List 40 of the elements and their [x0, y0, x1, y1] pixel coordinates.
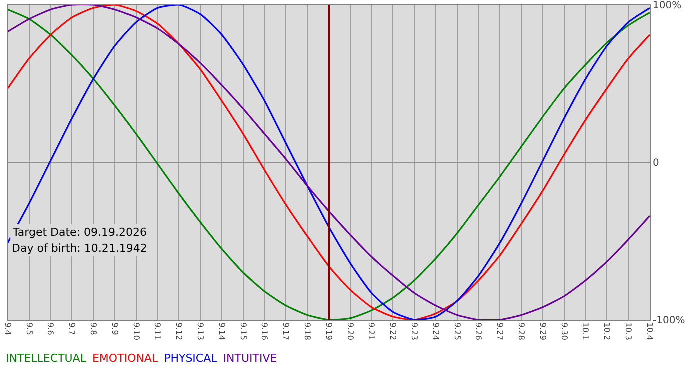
- annotation: Day of birth: 10.21.1942: [12, 242, 148, 255]
- annotation: Target Date: 09.19.2026: [12, 226, 148, 239]
- y-tick-label: 0: [653, 158, 660, 169]
- x-tick-label: 10.3: [624, 322, 633, 340]
- x-tick-label: 9.6: [46, 322, 56, 336]
- x-tick-label: 9.15: [238, 322, 248, 340]
- x-tick-label: 9.8: [89, 322, 98, 336]
- x-tick-label: 10.2: [602, 322, 612, 340]
- x-tick-label: 9.16: [260, 322, 270, 340]
- x-tick-label: 9.18: [303, 322, 312, 340]
- y-tick-label: -100%: [653, 316, 686, 326]
- x-tick-label: 9.7: [68, 322, 77, 336]
- x-tick-label: 10.4: [645, 322, 654, 340]
- x-tick-label: 9.23: [410, 322, 419, 340]
- text: EMOTIONAL: [92, 352, 158, 365]
- x-tick-label: 10.1: [581, 322, 590, 340]
- x-tick-label: 9.20: [346, 322, 355, 340]
- x-tick-label: 9.12: [174, 322, 184, 340]
- text: INTUITIVE: [223, 352, 278, 365]
- x-tick-label: 9.13: [196, 322, 205, 340]
- text: PHYSICAL: [164, 352, 218, 365]
- x-tick-label: 9.9: [110, 322, 120, 336]
- x-tick-label: 9.17: [282, 322, 291, 340]
- x-tick-label: 9.29: [538, 322, 548, 340]
- x-tick-label: 9.4: [3, 322, 12, 336]
- x-tick-label: 9.26: [474, 322, 484, 340]
- x-tick-label: 9.10: [132, 322, 141, 340]
- x-tick-label: 9.24: [431, 322, 440, 340]
- y-tick-label: 100%: [653, 0, 682, 12]
- x-tick-label: 9.21: [367, 322, 376, 340]
- x-tick-label: 9.28: [517, 322, 526, 340]
- x-tick-label: 9.22: [388, 322, 398, 340]
- x-tick-label: 9.14: [217, 322, 226, 340]
- x-tick-label: 9.30: [560, 322, 569, 340]
- x-tick-label: 9.27: [496, 322, 505, 340]
- text: INTELLECTUAL: [6, 352, 86, 365]
- x-tick-label: 9.11: [153, 322, 162, 340]
- x-tick-label: 9.5: [24, 322, 34, 336]
- x-tick-label: 9.19: [324, 322, 334, 340]
- x-tick-label: 9.25: [452, 322, 462, 340]
